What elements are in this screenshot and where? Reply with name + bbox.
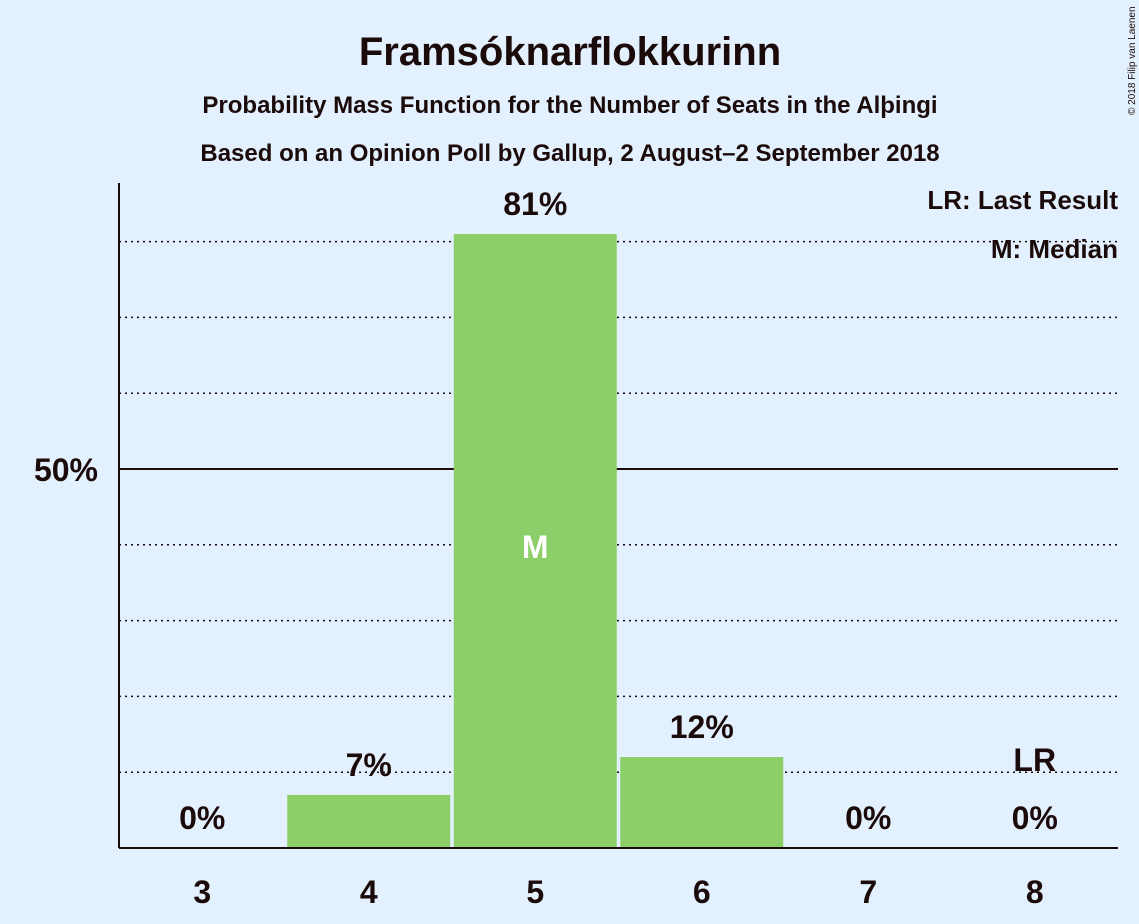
last-result-marker: LR [1013, 742, 1056, 778]
chart-title: Framsóknarflokkurinn [359, 30, 781, 74]
chart-subtitle-2: Based on an Opinion Poll by Gallup, 2 Au… [200, 140, 939, 167]
chart-subtitle-1: Probability Mass Function for the Number… [202, 92, 937, 119]
bar-value-label: 0% [179, 800, 225, 836]
bar [620, 757, 784, 848]
y-tick-label: 50% [34, 452, 98, 488]
bar-value-label: 81% [503, 186, 567, 222]
labels: 50% 3 0% 4 7% 5 81% M 6 12% 7 0% 8 0% LR [34, 186, 1058, 910]
copyright: © 2018 Filip van Laenen [1127, 6, 1138, 115]
x-tick-label: 3 [193, 874, 211, 910]
bar-value-label: 7% [346, 747, 392, 783]
legend-median: M: Median [991, 234, 1118, 264]
bar [287, 794, 451, 848]
bar-value-label: 0% [1012, 800, 1058, 836]
x-tick-label: 7 [859, 874, 877, 910]
x-tick-label: 5 [526, 874, 544, 910]
legend-last-result: LR: Last Result [927, 185, 1118, 215]
bars [287, 234, 784, 848]
median-marker: M [522, 529, 549, 565]
x-tick-label: 6 [693, 874, 711, 910]
bar-value-label: 12% [670, 709, 734, 745]
x-tick-label: 4 [360, 874, 378, 910]
bar [453, 234, 617, 848]
gridlines [119, 240, 1118, 773]
x-tick-label: 8 [1026, 874, 1044, 910]
bar-value-label: 0% [845, 800, 891, 836]
